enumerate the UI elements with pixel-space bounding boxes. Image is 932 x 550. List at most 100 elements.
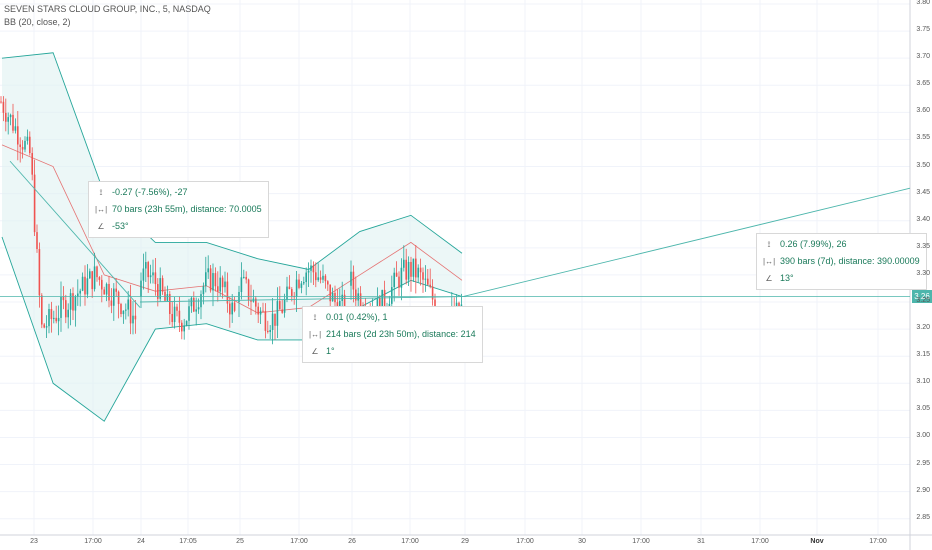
- candle-body: [74, 296, 77, 311]
- candle-body: [77, 293, 79, 297]
- x-tick-label: 31: [697, 538, 705, 545]
- candle-body: [38, 249, 41, 296]
- candle-body: [247, 279, 250, 301]
- bar-range-icon: |↔|: [763, 257, 776, 266]
- x-tick-label: 30: [578, 538, 586, 545]
- candle-body: [178, 310, 181, 323]
- x-tick-label: 17:00: [869, 538, 887, 545]
- candle-body: [183, 325, 185, 332]
- candle-body: [132, 315, 134, 324]
- candle-body: [193, 297, 195, 312]
- candle-body: [383, 289, 386, 308]
- x-tick-label: 24: [137, 538, 145, 545]
- candle-body: [381, 289, 383, 320]
- candle-body: [188, 306, 190, 321]
- bollinger-fill: [2, 52, 462, 422]
- y-tick-label: 3.25: [916, 297, 930, 304]
- candle-body: [169, 294, 171, 314]
- candle-body: [152, 272, 154, 276]
- x-tick-label: 17:00: [516, 538, 534, 545]
- candle-body: [161, 278, 164, 292]
- candle-body: [295, 279, 298, 297]
- bars-text: 390 bars (7d), distance: 390.00009: [780, 256, 920, 266]
- candle-body: [171, 313, 173, 323]
- y-tick-label: 3.50: [916, 161, 930, 169]
- y-tick-label: 3.20: [916, 324, 930, 332]
- x-tick-label: 17:00: [290, 538, 308, 545]
- candle-body: [312, 265, 315, 273]
- last-price-label: 3.26: [912, 290, 932, 303]
- measurement-tooltip-3: ⟟ 0.26 (7.99%), 26 |↔| 390 bars (7d), dist…: [756, 233, 927, 290]
- y-tick-label: 3.30: [916, 269, 930, 277]
- candle-body: [41, 295, 43, 325]
- symbol-title: SEVEN STARS CLOUD GROUP, INC., 5, NASDAQ: [4, 4, 211, 14]
- candle-body: [424, 278, 427, 280]
- candle-body: [283, 299, 286, 313]
- candle-body: [89, 271, 91, 279]
- candle-body: [405, 259, 407, 280]
- y-tick-label: 3.15: [916, 351, 930, 359]
- candle-body: [21, 146, 24, 150]
- candle-body: [113, 288, 115, 306]
- candle-body: [154, 272, 157, 285]
- candle-body: [403, 259, 405, 268]
- y-tick-label: 3.00: [916, 432, 930, 440]
- candle-body: [65, 300, 67, 318]
- candle-body: [350, 271, 352, 286]
- candle-body: [212, 273, 214, 291]
- x-tick-label: 17:00: [632, 538, 650, 545]
- y-tick-label: 2.85: [916, 513, 930, 521]
- candle-body: [29, 136, 31, 154]
- y-tick-label: 2.90: [916, 486, 930, 494]
- candle-body: [62, 296, 65, 301]
- candle-body: [291, 289, 293, 297]
- candle-body: [233, 302, 236, 311]
- candle-body: [31, 153, 33, 175]
- candle-body: [324, 275, 327, 282]
- candle-body: [55, 317, 57, 322]
- candle-body: [12, 114, 14, 131]
- candle-body: [81, 276, 84, 291]
- x-tick-label: Nov: [810, 538, 824, 545]
- candle-body: [305, 272, 307, 283]
- candle-body: [127, 299, 129, 310]
- candle-body: [431, 286, 434, 300]
- candle-body: [142, 268, 145, 281]
- candle-body: [419, 267, 422, 273]
- y-tick-label: 2.95: [916, 459, 930, 467]
- candle-body: [53, 317, 55, 320]
- candle-body: [120, 304, 122, 315]
- x-tick-label: 17:05: [179, 538, 197, 545]
- candle-body: [166, 294, 169, 301]
- candle-body: [173, 306, 176, 323]
- bars-text: 214 bars (2d 23h 50m), distance: 214: [326, 329, 476, 339]
- candle-body: [14, 126, 17, 131]
- x-tick-label: 17:00: [751, 538, 769, 545]
- candle-body: [262, 310, 264, 312]
- candle-body: [286, 286, 288, 300]
- candle-body: [317, 277, 319, 281]
- y-tick-label: 3.05: [916, 405, 930, 413]
- candle-body: [209, 268, 212, 291]
- candle-body: [134, 315, 137, 320]
- candle-body: [0, 101, 2, 103]
- candle-body: [5, 112, 7, 122]
- candle-body: [86, 278, 89, 295]
- angle-icon: ∠: [765, 274, 773, 283]
- bollinger-upper: [1, 52, 463, 270]
- candle-body: [250, 300, 252, 302]
- candle-body: [79, 290, 81, 294]
- bar-range-icon: |↔|: [95, 205, 108, 214]
- y-tick-label: 3.10: [916, 378, 930, 386]
- x-tick-label: 25: [236, 538, 244, 545]
- candle-body: [108, 283, 110, 301]
- candle-body: [115, 288, 117, 292]
- candle-body: [434, 299, 436, 313]
- candle-body: [195, 309, 197, 312]
- candle-body: [398, 276, 400, 288]
- candle-body: [207, 268, 209, 273]
- angle-text: 13°: [780, 273, 794, 283]
- candle-body: [410, 261, 412, 277]
- candle-body: [288, 286, 291, 290]
- candle-body: [298, 279, 300, 288]
